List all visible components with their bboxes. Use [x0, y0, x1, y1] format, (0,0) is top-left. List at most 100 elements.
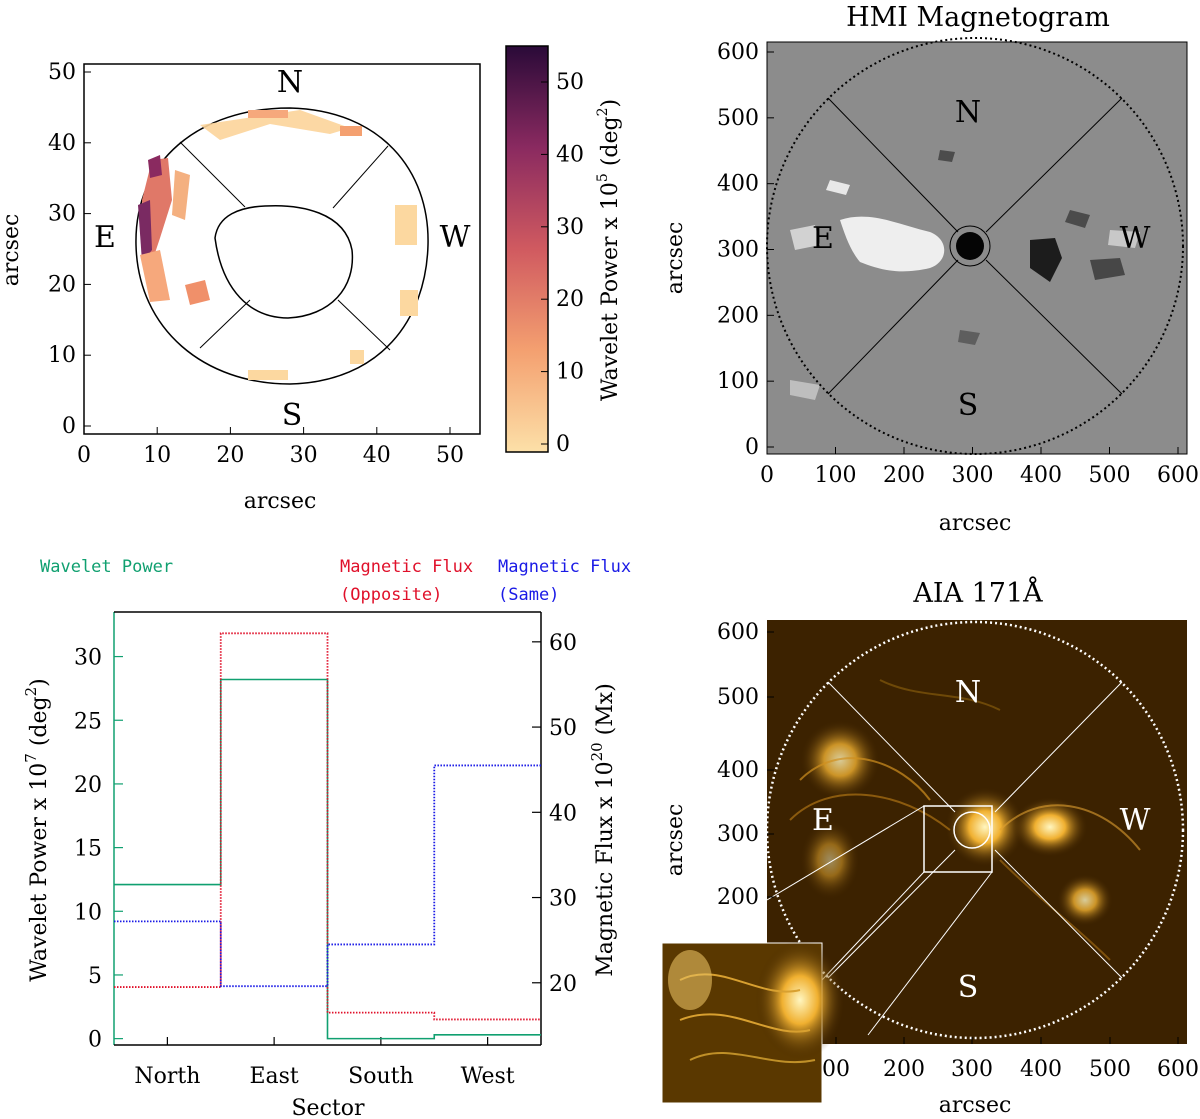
x-tick-label: North — [134, 1064, 200, 1089]
aia-ylabel: arcsec — [663, 804, 688, 877]
left-axis-ticks: 0 5 10 15 20 25 30 — [74, 646, 123, 1053]
aia-x-ticks: 00 200 300 400 500 600 — [822, 1037, 1199, 1082]
legend-flux-opposite-2: (Opposite) — [340, 585, 442, 605]
panel-a-x-tick-label: 30 — [290, 443, 318, 468]
aia-y-tick-label: 500 — [717, 685, 759, 710]
panel-a-ylabel: arcsec — [0, 214, 24, 287]
direction-e-label: E — [94, 220, 116, 255]
panel-a-x-tick-label: 20 — [216, 443, 244, 468]
x-tick-label: East — [249, 1064, 298, 1089]
aia-direction-s: S — [958, 970, 979, 1005]
colorbar-tick-label: 10 — [556, 360, 584, 385]
aia-x-tick-label: 300 — [951, 1057, 993, 1082]
right-tick-label: 30 — [549, 887, 577, 912]
panel-a-x-tick-label: 10 — [143, 443, 171, 468]
ring-inner-boundary — [214, 204, 354, 319]
series-magnetic-flux-opposite — [114, 632, 541, 1021]
legend-flux-same-1: Magnetic Flux — [498, 557, 631, 577]
hmi-divider-sw — [827, 259, 959, 395]
hmi-circle — [766, 37, 1184, 455]
hmi-y-tick-label: 600 — [717, 40, 759, 65]
hmi-divider-nw — [827, 97, 959, 233]
panel-a-y-tick-label: 10 — [48, 343, 76, 368]
panel-wavelet-map: N E W S 0 10 20 30 40 50 0 10 20 30 40 50 arcsec a… — [0, 60, 481, 514]
aia-y-tick-label: 600 — [717, 620, 759, 645]
legend-flux-same-2: (Same) — [498, 585, 559, 605]
left-tick-label: 25 — [74, 709, 102, 734]
zoom-line-2 — [821, 871, 925, 981]
hmi-direction-n: N — [955, 95, 981, 130]
hmi-x-tick-label: 300 — [952, 463, 994, 488]
divider-se — [337, 299, 391, 351]
colorbar-tick-label: 50 — [556, 70, 584, 95]
panel-a-x-tick-label: 0 — [77, 443, 91, 468]
hmi-x-tick-label: 100 — [815, 463, 857, 488]
panel-a-x-tick-label: 40 — [363, 443, 391, 468]
panel-a-xlabel: arcsec — [244, 489, 317, 514]
legend-flux-opposite-1: Magnetic Flux — [340, 557, 473, 577]
colorbar-tick-label: 40 — [556, 142, 584, 167]
aia-y-ticks: 200 300 400 500 600 — [717, 620, 774, 910]
chart-xlabel: Sector — [291, 1096, 364, 1119]
panel-a-y-tick-label: 0 — [62, 414, 76, 439]
zoom-line-3 — [867, 871, 993, 1036]
legend-wavelet: Wavelet Power — [40, 557, 173, 577]
aia-x-tick-label: 00 — [822, 1057, 850, 1082]
right-tick-label: 40 — [549, 801, 577, 826]
panel-a-y-tick-label: 30 — [48, 202, 76, 227]
left-tick-label: 5 — [88, 964, 102, 989]
aia-x-tick-label: 400 — [1020, 1057, 1062, 1082]
aia-x-tick-label: 600 — [1157, 1057, 1199, 1082]
aia-x-tick-label: 500 — [1089, 1057, 1131, 1082]
left-tick-label: 20 — [74, 773, 102, 798]
panel-a-x-tick-label: 50 — [436, 443, 464, 468]
x-tick-label: West — [461, 1064, 515, 1089]
aia-title: AIA 171Å — [912, 576, 1043, 609]
aia-y-tick-label: 200 — [717, 885, 759, 910]
panel-hmi-magnetogram: HMI Magnetogram N E W S 0 100 200 300 400 500… — [663, 2, 1199, 536]
left-tick-label: 0 — [88, 1028, 102, 1053]
sector-chart: Wavelet Power Magnetic Flux (Opposite) M… — [22, 557, 631, 1119]
aia-divider-se — [994, 849, 1123, 979]
colorbar-tick-label: 30 — [556, 215, 584, 240]
direction-w-label: W — [440, 220, 471, 255]
colorbar-gradient — [505, 45, 549, 453]
aia-zoom-box — [923, 805, 993, 873]
aia-circle — [765, 620, 1185, 1040]
series-magnetic-flux-same — [114, 764, 541, 988]
divider-nw — [332, 145, 389, 209]
right-axis-ticks: 20 30 40 50 60 — [532, 631, 577, 997]
hmi-x-tick-label: 500 — [1089, 463, 1131, 488]
hmi-y-tick-label: 500 — [717, 106, 759, 131]
hmi-x-tick-label: 600 — [1157, 463, 1199, 488]
right-tick-label: 20 — [549, 972, 577, 997]
aia-divider-ne — [994, 681, 1123, 813]
hmi-x-tick-label: 200 — [883, 463, 925, 488]
colorbar: 0 10 20 30 40 50 Wavelet Power x 105 (deg2) — [505, 45, 623, 457]
aia-xlabel: arcsec — [939, 1093, 1012, 1118]
left-tick-label: 10 — [74, 900, 102, 925]
chart-right-ylabel: Magnetic Flux x 1020 (Mx) — [588, 683, 618, 977]
colorbar-tick-label: 0 — [556, 432, 570, 457]
panel-aia-171: AIA 171Å N E W S — [661, 576, 1199, 1118]
left-tick-label: 15 — [74, 837, 102, 862]
hmi-divider-ne — [985, 97, 1123, 233]
hmi-direction-s: S — [958, 388, 979, 423]
aia-direction-e: E — [812, 803, 834, 838]
wavelet-patches — [138, 110, 418, 380]
hmi-x-tick-label: 0 — [760, 463, 774, 488]
x-tick-label: South — [348, 1064, 414, 1089]
aia-direction-w: W — [1120, 803, 1151, 838]
hmi-magnetic-features — [790, 150, 1140, 400]
hmi-y-tick-label: 0 — [745, 435, 759, 460]
hmi-xlabel: arcsec — [939, 511, 1012, 536]
panel-a-x-ticks: 0 10 20 30 40 50 — [77, 427, 464, 468]
hmi-y-ticks: 0 100 200 300 400 500 600 — [717, 40, 774, 460]
left-tick-label: 30 — [74, 646, 102, 671]
colorbar-label: Wavelet Power x 105 (deg2) — [595, 99, 623, 401]
aia-direction-n: N — [955, 675, 981, 710]
aia-y-tick-label: 300 — [717, 822, 759, 847]
x-axis-ticks: North East South West — [134, 1037, 515, 1089]
direction-s-label: S — [282, 398, 303, 433]
